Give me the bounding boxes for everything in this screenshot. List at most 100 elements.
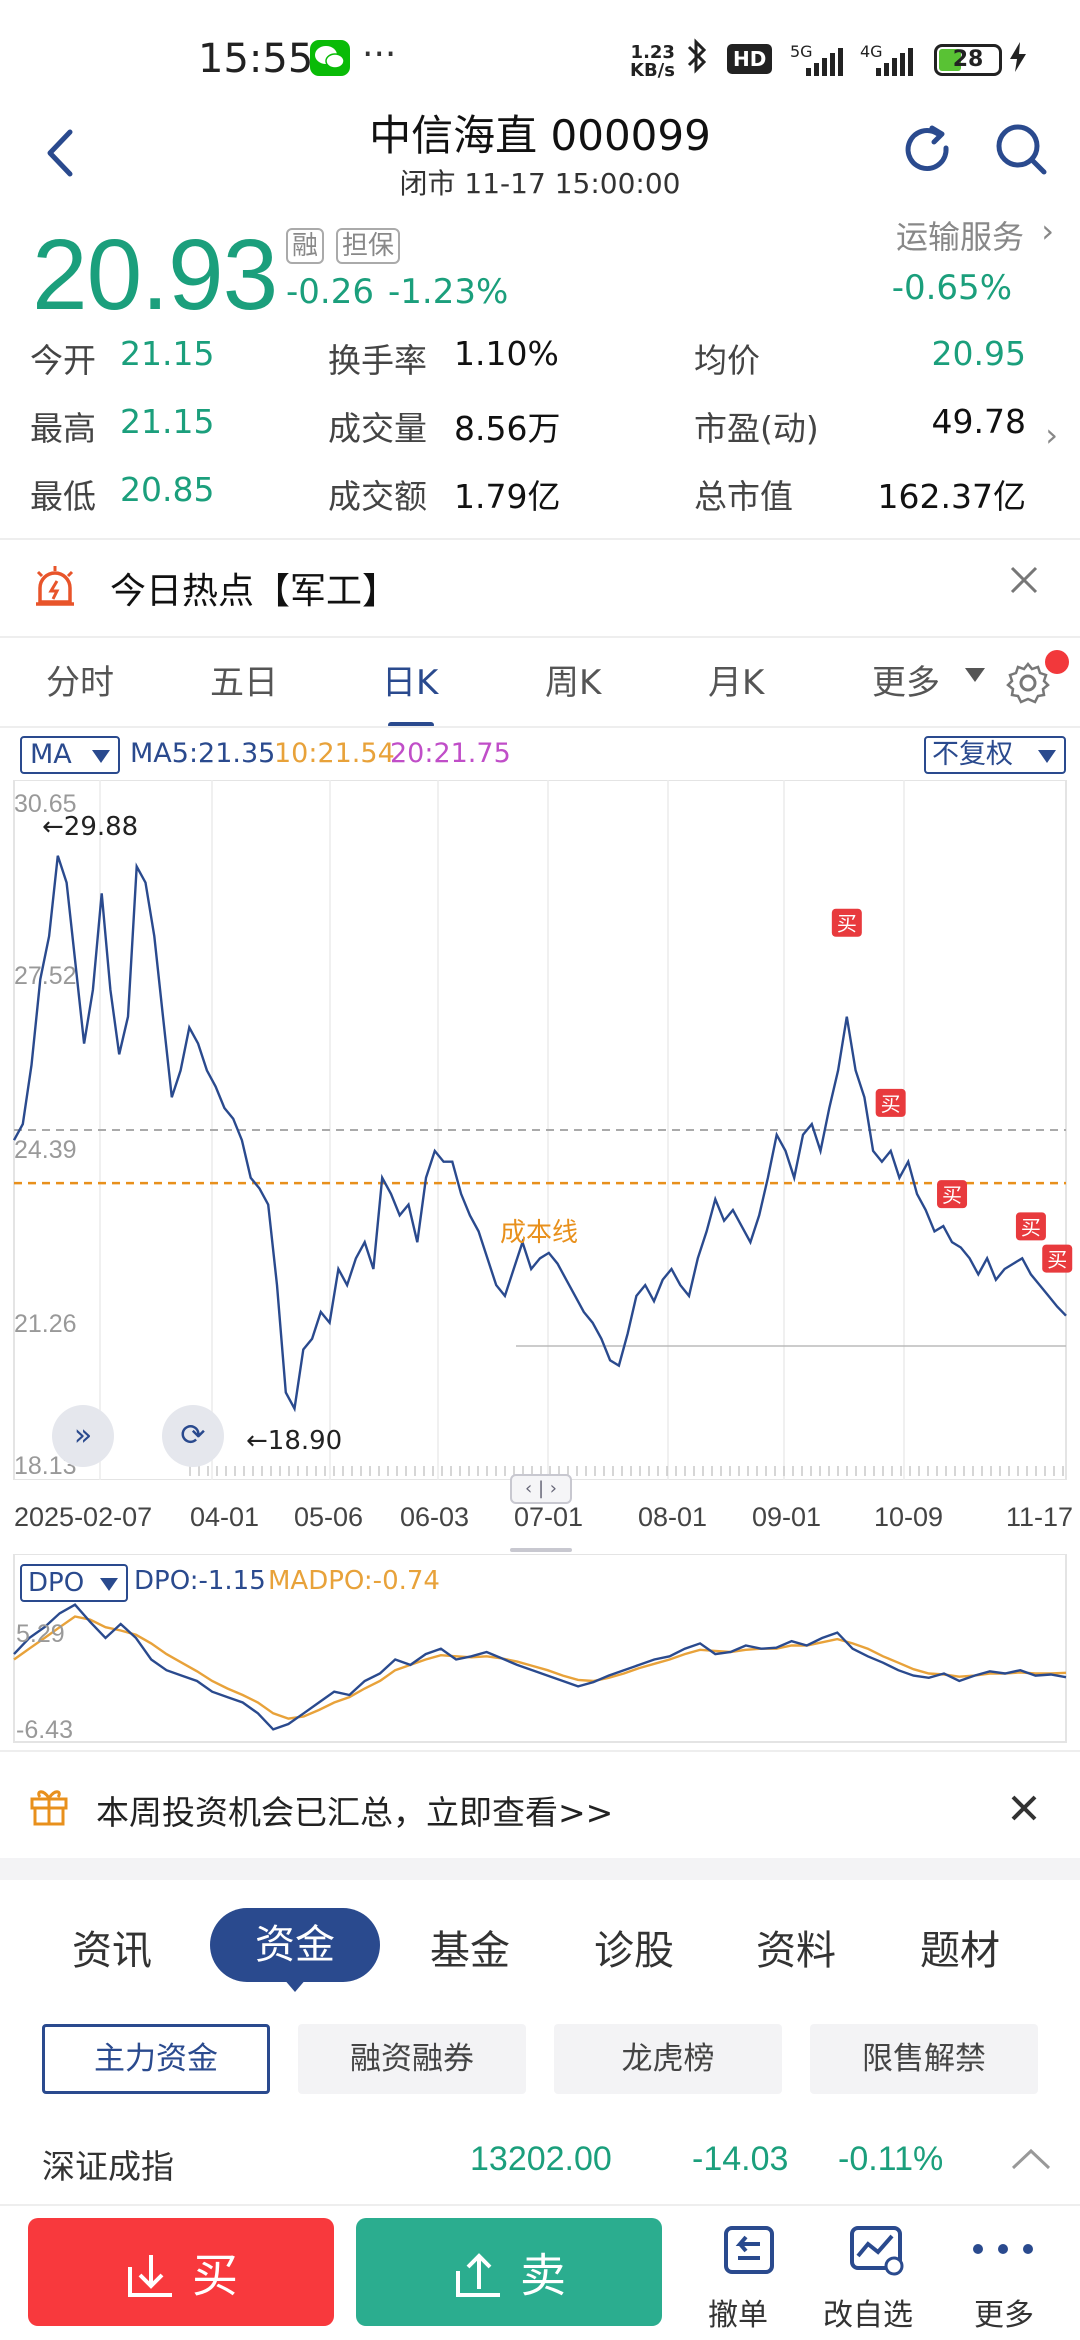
edit-watchlist-button[interactable]: 改自选	[818, 2214, 938, 2334]
tab-themes[interactable]: 题材	[920, 1928, 1000, 1974]
promo-banner[interactable]: 本周投资机会已汇总，立即查看>>	[0, 1756, 990, 1856]
status-time: 15:55	[198, 36, 314, 82]
chart-scroll-handle[interactable]: ‹ | ›	[510, 1474, 572, 1504]
chart-gridlines	[99, 780, 905, 1480]
divider	[0, 1750, 1080, 1752]
tab-pointer	[283, 1978, 307, 1992]
buy-button[interactable]: 买	[28, 2218, 334, 2326]
expand-chart-button[interactable]: »	[52, 1405, 114, 1467]
buy-marker[interactable]: 买	[875, 1088, 906, 1117]
price-change-pct: -1.23%	[388, 272, 509, 312]
y-tick-label: 30.65	[14, 790, 77, 818]
tab-weekly-k[interactable]: 周K	[545, 663, 602, 703]
adjust-selector[interactable]: 不复权	[924, 736, 1066, 774]
adjust-selector-label: 不复权	[932, 739, 1013, 770]
index-ticker[interactable]: 深证成指 13202.00 -14.03 -0.11%	[0, 2120, 1080, 2204]
chevron-right-icon: ›	[1041, 212, 1054, 250]
buy-marker[interactable]: 买	[1015, 1212, 1046, 1241]
signal-bars-1-icon	[806, 48, 843, 76]
net-speed: 1.23 KB/s	[630, 44, 675, 80]
rotate-screen-button[interactable]: ⟳	[162, 1405, 224, 1467]
high-value: 21.15	[120, 402, 215, 441]
max-price-marker: ←29.88	[42, 812, 139, 842]
collateral-tag: 担保	[336, 228, 401, 264]
back-button[interactable]	[34, 118, 94, 188]
tab-profile[interactable]: 资料	[756, 1928, 836, 1974]
divider	[0, 636, 1080, 638]
divider	[0, 2204, 1080, 2206]
tab-fund-holdings[interactable]: 基金	[430, 1928, 510, 1974]
tab-daily-k[interactable]: 日K	[382, 663, 439, 703]
subtab-main-funds[interactable]: 主力资金	[42, 2024, 270, 2094]
hd-voice-icon: HD	[727, 44, 773, 74]
tab-five-day[interactable]: 五日	[210, 663, 278, 703]
x-tick-label: 10-09	[874, 1502, 944, 1532]
refresh-button[interactable]	[898, 120, 958, 180]
ma20-value: 20:21.75	[390, 738, 511, 769]
tab-news[interactable]: 资讯	[72, 1928, 152, 1974]
caret-down-icon	[92, 750, 110, 763]
resize-handle[interactable]	[510, 1548, 572, 1552]
sell-label: 卖	[520, 2248, 566, 2303]
buy-marker[interactable]: 买	[831, 908, 862, 937]
tab-intraday[interactable]: 分时	[46, 663, 114, 703]
divider	[0, 726, 1080, 728]
buy-marker-label: 买	[881, 1092, 901, 1116]
x-tick-label: 05-06	[294, 1502, 364, 1532]
cancel-order-button[interactable]: 撤单	[690, 2214, 810, 2334]
more-actions-button[interactable]: 更多	[944, 2214, 1064, 2334]
market-status: 闭市 11-17 15:00:00	[399, 167, 681, 200]
stats-row-2[interactable]: 最高 21.15 成交量 8.56万 市盈(动) 49.78 ›	[0, 402, 1080, 470]
subtab-dragon-tiger[interactable]: 龙虎榜	[554, 2024, 782, 2094]
mktcap-label: 总市值	[694, 477, 793, 516]
volume-value: 8.56万	[454, 409, 561, 448]
tab-funds[interactable]: 资金	[210, 1908, 380, 1982]
hot-topic-text: 今日热点【军工】	[110, 571, 399, 612]
subtab-margin[interactable]: 融资融券	[298, 2024, 526, 2094]
y-tick-label: 21.26	[14, 1310, 77, 1338]
dpo-chart[interactable]	[0, 1554, 1080, 1744]
caret-down-icon	[1038, 750, 1056, 763]
double-chevron-icon: »	[73, 1418, 93, 1453]
refresh-icon	[905, 125, 949, 172]
indicator-selector-label: DPO	[28, 1568, 85, 1598]
x-tick-label: 07-01	[514, 1502, 584, 1532]
buy-marker[interactable]: 买	[937, 1180, 968, 1209]
tab-diagnosis[interactable]: 诊股	[594, 1928, 674, 1974]
subtab-lockup[interactable]: 限售解禁	[810, 2024, 1038, 2094]
indicator-selector[interactable]: DPO	[20, 1564, 128, 1602]
x-tick-label: 08-01	[638, 1502, 708, 1532]
madpo-line	[13, 1615, 1067, 1720]
cancel-order-icon	[724, 2226, 774, 2274]
gear-icon	[1006, 661, 1050, 704]
signal-bars-2-icon	[876, 48, 913, 76]
dpo-line	[13, 1603, 1067, 1731]
page-title: 中信海直 000099	[369, 111, 711, 160]
ma-selector[interactable]: MA	[20, 736, 120, 774]
chart-settings-button[interactable]	[1005, 660, 1051, 710]
hot-topic-banner[interactable]: 今日热点【军工】	[0, 540, 980, 636]
chevron-up-icon	[1011, 2148, 1051, 2170]
buy-marker-label: 买	[1021, 1215, 1041, 1239]
divider	[0, 538, 1080, 540]
gift-icon	[30, 1790, 68, 1826]
close-hot-button[interactable]	[1006, 562, 1042, 608]
sell-button[interactable]: 卖	[356, 2218, 662, 2326]
high-label: 最高	[30, 409, 96, 448]
close-promo-button[interactable]	[1008, 1792, 1040, 1828]
turnover-label: 换手率	[328, 341, 427, 380]
tab-more[interactable]: 更多	[872, 663, 940, 703]
battery-level: 28	[952, 47, 984, 72]
open-label: 今开	[30, 341, 96, 380]
margin-tag: 融	[286, 228, 325, 264]
sector-link[interactable]: 运输服务 › -0.65%	[840, 206, 1060, 316]
buy-marker[interactable]: 买	[1042, 1244, 1073, 1273]
buy-marker-label: 买	[942, 1183, 962, 1207]
pe-value: 49.78	[931, 402, 1026, 441]
tab-monthly-k[interactable]: 月K	[708, 663, 765, 703]
pe-label: 市盈(动)	[694, 409, 819, 448]
price-change: -0.26	[286, 272, 374, 312]
last-price: 20.93	[32, 219, 278, 331]
search-button[interactable]	[992, 120, 1052, 180]
